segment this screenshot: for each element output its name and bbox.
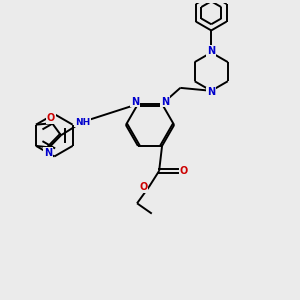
Text: NH: NH [75,118,90,127]
Text: N: N [207,46,215,56]
Text: O: O [46,113,55,123]
Text: O: O [179,166,188,176]
Text: N: N [44,148,52,158]
Text: N: N [161,97,169,107]
Text: N: N [207,87,215,97]
Text: N: N [131,97,139,107]
Text: O: O [140,182,148,192]
